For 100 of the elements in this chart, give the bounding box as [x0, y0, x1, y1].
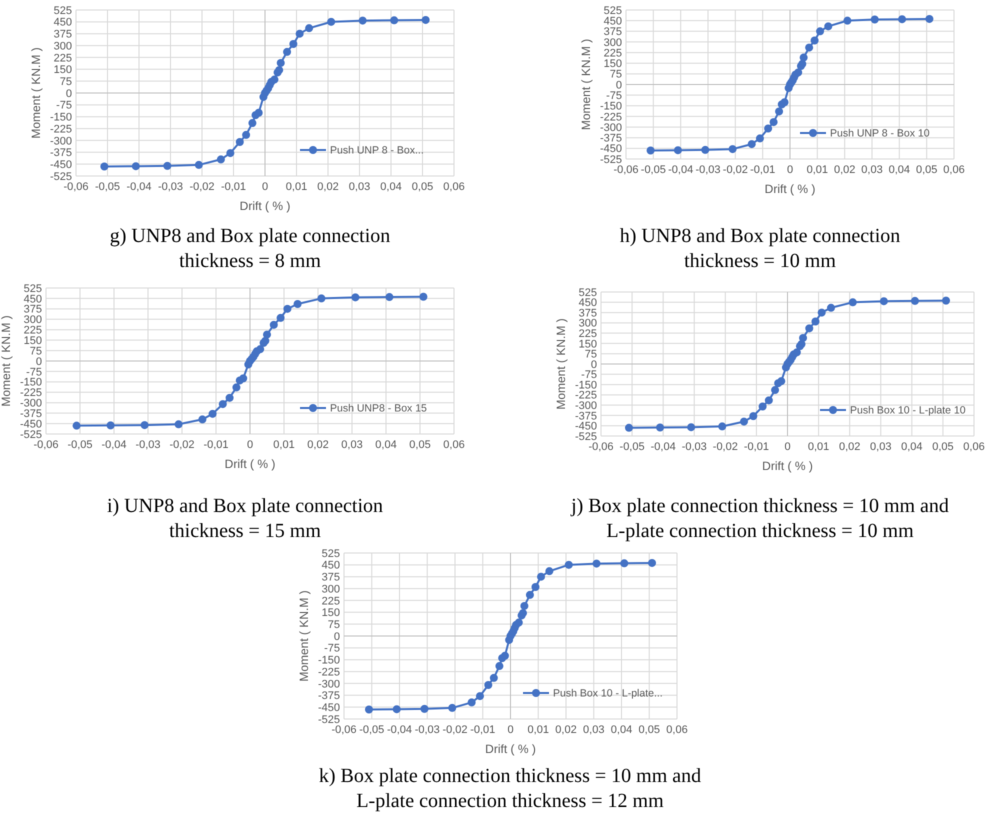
y-tick-label: -525 — [574, 430, 597, 443]
y-axis-title: Moment ( KN.M ) — [579, 38, 593, 130]
x-tick-label: 0,05 — [638, 724, 660, 736]
x-axis-title: Drift ( % ) — [485, 742, 536, 756]
x-tick-label: -0,04 — [386, 724, 412, 736]
x-tick-label: -0,01 — [220, 181, 246, 193]
y-tick-label: -225 — [318, 666, 340, 678]
y-tick-label: -225 — [600, 111, 622, 124]
x-tick-label: 0 — [507, 724, 514, 736]
x-tick-label: -0,05 — [359, 724, 384, 736]
x-tick-label: 0,05 — [409, 439, 431, 451]
x-tick-label: -0,03 — [682, 441, 707, 453]
y-tick-label: 375 — [604, 26, 622, 38]
y-tick-label: -150 — [318, 654, 340, 667]
y-tick-label: -300 — [574, 400, 597, 412]
y-tick-label: 75 — [60, 76, 72, 88]
y-tick-label: 225 — [54, 52, 72, 64]
x-tick-label: -0,05 — [620, 441, 645, 453]
y-tick-label: -525 — [318, 714, 340, 726]
y-tick-label: -300 — [600, 122, 622, 134]
x-tick-label: 0,03 — [583, 724, 604, 736]
text: i) UNP8 and Box plate connection thickness = 15 mm — [106, 495, 384, 542]
y-tick-label: -375 — [318, 690, 340, 702]
y-tick-label: -150 — [600, 100, 622, 113]
x-tick-label: 0,06 — [666, 724, 688, 736]
legend-label: Push Box 10 - L-plate 10 — [850, 404, 966, 417]
y-tick-label: -300 — [50, 135, 72, 148]
y-tick-label: 75 — [30, 345, 42, 358]
x-tick-label: -0,06 — [33, 439, 59, 451]
y-tick-label: 525 — [54, 4, 72, 17]
y-tick-label: 225 — [24, 324, 42, 337]
x-tick-label: 0,02 — [317, 181, 339, 193]
y-tick-label: -525 — [20, 428, 42, 441]
x-tick-label: 0 — [784, 441, 791, 453]
x-tick-label: 0 — [262, 181, 268, 193]
y-tick-label: -75 — [56, 100, 72, 112]
text: j) Box plate connection thickness = 10 mm and L-plate connection thickness = 10 mm — [570, 495, 949, 542]
y-tick-label: -375 — [600, 132, 622, 145]
y-tick-label: -375 — [574, 410, 597, 422]
y-tick-label: 300 — [54, 40, 72, 52]
y-tick-label: 150 — [322, 607, 340, 620]
x-tick-label: -0,03 — [135, 439, 161, 451]
y-tick-label: -150 — [50, 112, 72, 124]
text: h) UNP8 and Box plate connection thickness = 10 mm — [620, 225, 900, 272]
y-tick-label: 75 — [610, 68, 622, 81]
x-tick-label: -0,02 — [189, 181, 215, 193]
x-tick-label: -0,05 — [94, 181, 120, 193]
y-tick-label: 450 — [24, 293, 42, 306]
y-tick-label: -150 — [20, 376, 42, 389]
x-tick-label: -0,04 — [126, 181, 152, 193]
y-tick-label: 300 — [322, 583, 340, 596]
y-tick-label: 300 — [604, 36, 622, 49]
x-tick-label: 0,04 — [380, 181, 402, 193]
y-tick-label: 375 — [578, 307, 597, 320]
x-tick-label: 0,05 — [932, 441, 954, 453]
x-tick-label: 0,03 — [861, 164, 883, 176]
y-tick-label: 75 — [584, 348, 597, 361]
x-tick-label: -0,01 — [470, 724, 496, 736]
y-tick-label: -375 — [20, 408, 42, 420]
x-tick-label: 0,06 — [963, 441, 985, 453]
x-tick-label: -0,03 — [695, 164, 721, 176]
y-tick-label: 150 — [604, 58, 622, 70]
x-tick-label: -0,02 — [712, 441, 738, 453]
y-tick-label: 0 — [616, 79, 622, 92]
y-tick-label: 225 — [578, 328, 597, 340]
legend-label: Push UNP 8 - Box 10 — [830, 128, 930, 140]
y-tick-label: -300 — [318, 678, 340, 690]
x-tick-label: -0,04 — [650, 441, 676, 453]
y-tick-label: 0 — [334, 630, 340, 643]
text: k) Box plate connection thickness = 10 mm and L-plate connection thickness = 12 mm — [318, 765, 702, 812]
legend-label: Push UNP 8 - Box... — [330, 144, 424, 157]
text: g) UNP8 and Box plate connection thickness = 8 mm — [110, 225, 390, 272]
x-tick-label: -0,04 — [668, 164, 694, 176]
y-tick-label: -75 — [581, 369, 597, 382]
x-tick-label: 0,02 — [555, 724, 577, 736]
y-tick-label: 150 — [578, 338, 597, 350]
x-tick-label: 0,04 — [888, 164, 910, 176]
y-tick-label: 450 — [578, 297, 597, 310]
x-tick-label: 0,05 — [412, 181, 434, 193]
y-tick-label: 0 — [66, 88, 72, 100]
y-tick-label: 300 — [24, 314, 42, 326]
x-tick-label: 0,04 — [375, 439, 397, 451]
x-tick-label: 0,03 — [348, 181, 370, 193]
x-tick-label: -0,05 — [67, 439, 93, 451]
x-tick-label: 0,02 — [838, 441, 860, 453]
y-tick-label: -75 — [26, 366, 42, 378]
y-tick-label: -225 — [20, 387, 42, 400]
x-tick-label: -0,06 — [613, 164, 639, 176]
y-tick-label: -375 — [50, 147, 72, 160]
x-tick-label: 0,01 — [808, 441, 830, 453]
x-tick-label: 0,04 — [610, 724, 632, 736]
x-axis-title: Drift ( % ) — [224, 457, 276, 471]
y-tick-label: 225 — [604, 47, 622, 60]
x-tick-label: 0,01 — [273, 439, 295, 451]
y-tick-label: 450 — [604, 15, 622, 28]
x-axis-title: Drift ( % ) — [762, 459, 813, 473]
y-axis-title: Moment ( KN.M ) — [0, 315, 13, 407]
y-tick-label: 450 — [54, 16, 72, 29]
y-tick-label: -450 — [318, 702, 340, 714]
y-axis-title: Moment ( KN.M ) — [29, 47, 43, 139]
